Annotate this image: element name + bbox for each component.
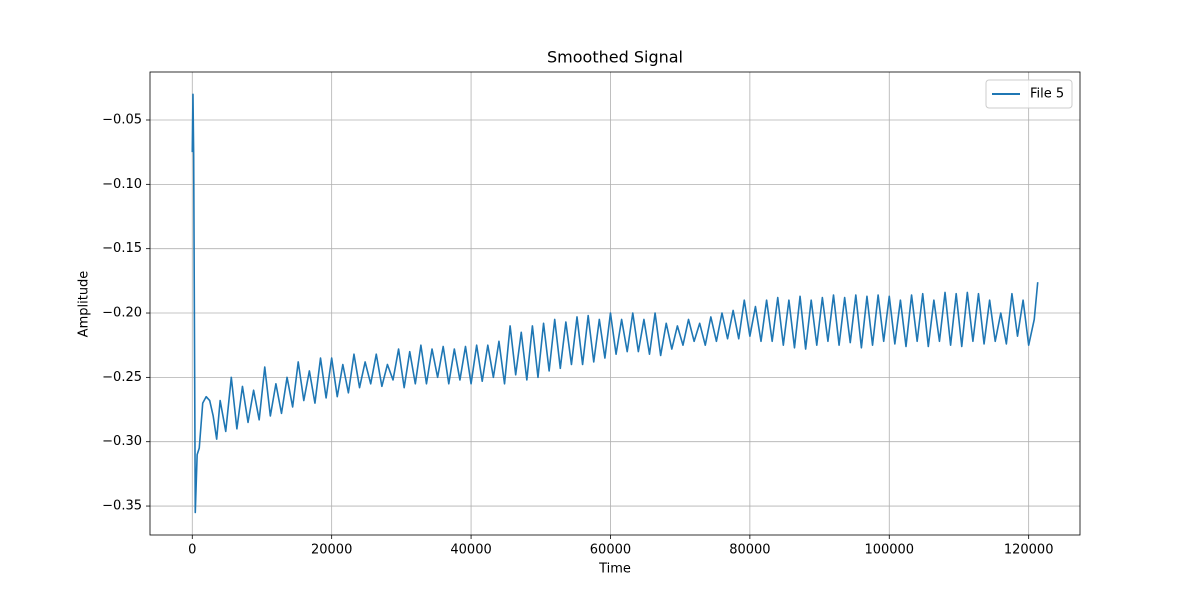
- x-tick-label: 120000: [1004, 543, 1054, 558]
- x-tick-label: 20000: [311, 543, 352, 558]
- y-tick-label: −0.05: [102, 112, 142, 127]
- y-tick-label: −0.15: [102, 241, 142, 256]
- legend-label: File 5: [1030, 87, 1064, 102]
- x-tick-label: 80000: [729, 543, 770, 558]
- y-tick-label: −0.25: [102, 370, 142, 385]
- grid: 0 20000 40000 60000 80000 100000 120000 −0.35 −0…: [102, 72, 1080, 558]
- x-tick-label: 60000: [590, 543, 631, 558]
- x-tick-label: 100000: [864, 543, 914, 558]
- line-series: [191, 93, 1039, 514]
- y-tick-label: −0.35: [102, 499, 142, 514]
- y-tick-label: −0.30: [102, 434, 142, 449]
- legend-box: [985, 79, 1073, 109]
- y-tick-label: −0.10: [102, 177, 142, 192]
- x-tick-label: 40000: [450, 543, 491, 558]
- y-axis-label: Amplitude: [77, 271, 92, 338]
- plot: [191, 93, 1039, 514]
- y-tick-label: −0.20: [102, 306, 142, 321]
- x-tick-label: 0: [188, 543, 196, 558]
- plot-frame: [149, 71, 1081, 536]
- legend: File 5: [985, 79, 1073, 109]
- chart-title: Smoothed Signal: [547, 48, 683, 67]
- x-axis-label: Time: [598, 562, 631, 577]
